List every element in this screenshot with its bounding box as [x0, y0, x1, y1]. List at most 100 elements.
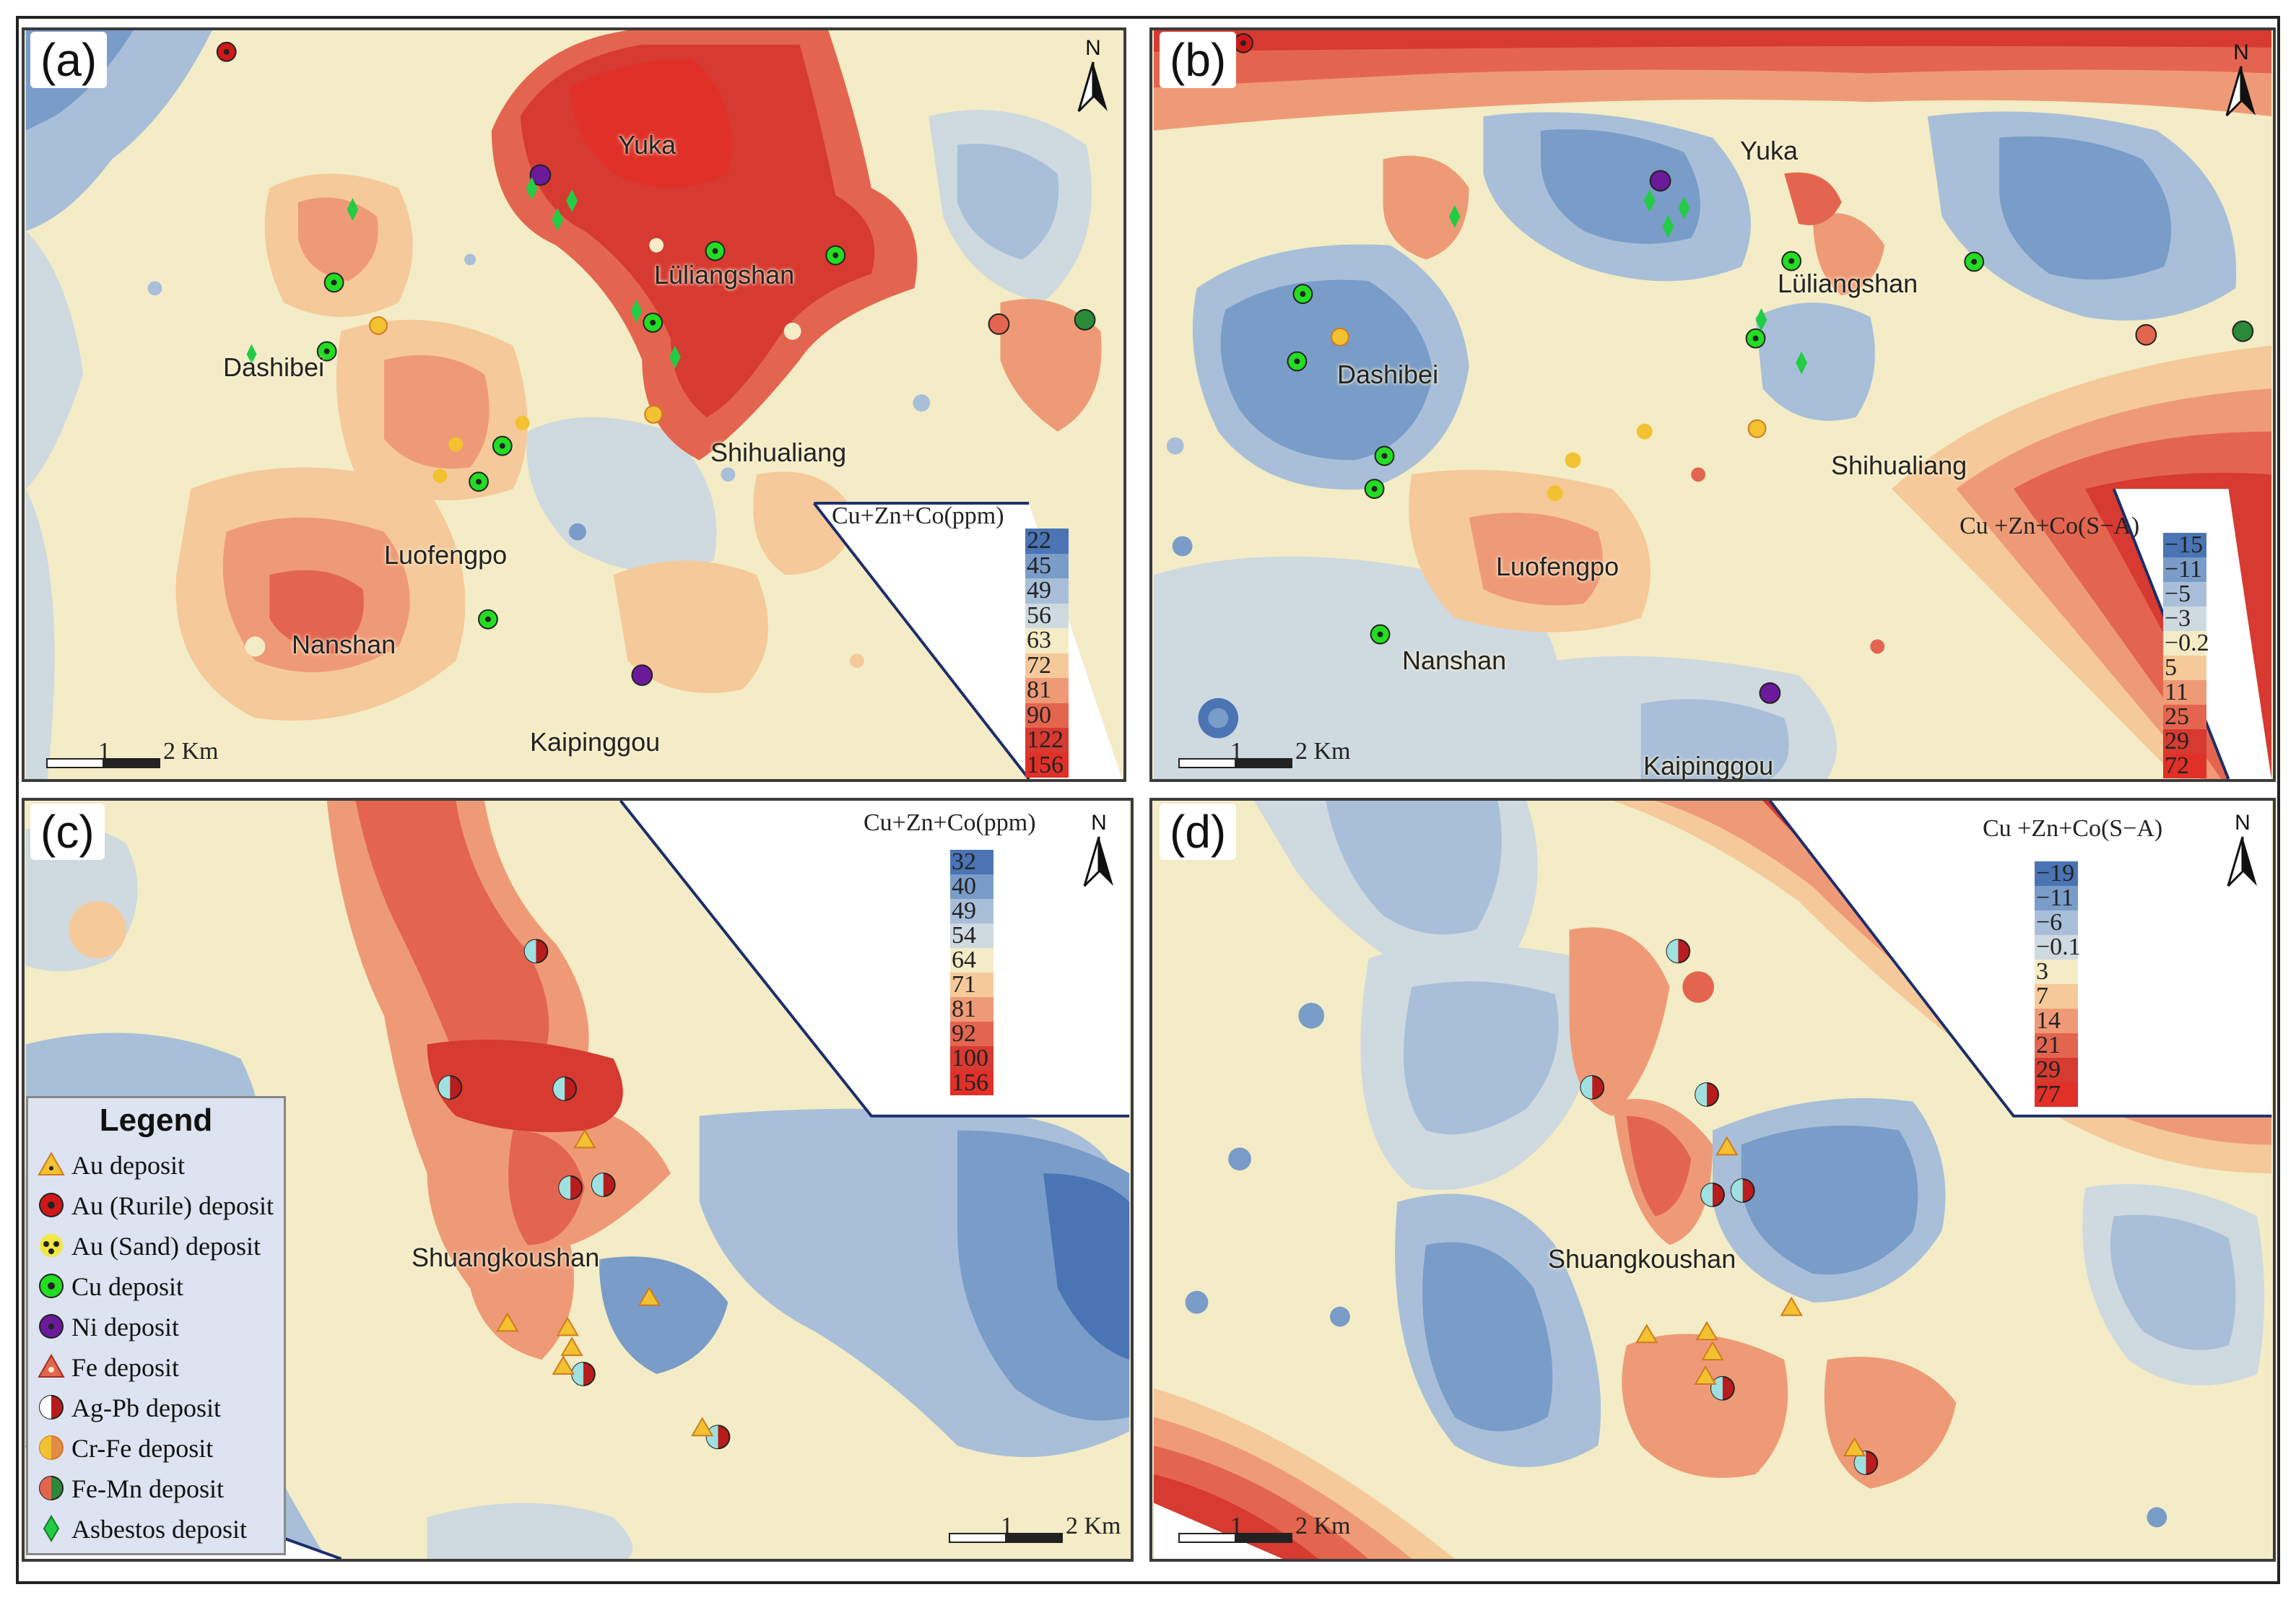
colorbar-swatch — [2163, 705, 2206, 729]
panel-d-colorbar-title: Cu +Zn+Co(S−A) — [1983, 815, 2163, 842]
north-arrow-icon — [1083, 836, 1113, 887]
panel-d-label: (d) — [1160, 804, 1237, 860]
panel-b-map: (b) Yuka Lüliangshan Dashibei Shihualian… — [1149, 27, 2276, 782]
place-shihualiang: Shihualiang — [1831, 451, 1967, 480]
place-shuangkoushan: Shuangkoushan — [1548, 1244, 1736, 1274]
place-nanshan: Nanshan — [292, 630, 396, 659]
panel-c-deposit-markers — [438, 939, 731, 1450]
colorbar-label: 7 — [2036, 983, 2048, 1009]
place-kaipinggou: Kaipinggou — [1643, 751, 1774, 781]
colorbar-swatch — [1025, 628, 1069, 653]
legend-label: Cu deposit — [71, 1272, 184, 1301]
legend-title: Legend — [99, 1103, 213, 1138]
colorbar-label: 100 — [952, 1045, 988, 1071]
colorbar-label: −0.2 — [2165, 630, 2209, 656]
scale-two: 2 Km — [163, 738, 219, 765]
colorbar-label: −11 — [2165, 556, 2202, 583]
colorbar-swatch — [2035, 1009, 2078, 1033]
legend-item-au-rutile: Au (Rurile) deposit — [37, 1186, 282, 1224]
colorbar-level: −0.2 — [2163, 631, 2221, 656]
legend-label: Asbestos deposit — [71, 1515, 247, 1544]
colorbar-label: 49 — [1027, 577, 1051, 604]
panel-a-deposit-markers — [216, 41, 1096, 686]
colorbar-level: 71 — [950, 973, 1008, 997]
colorbar-label: −0.1 — [2036, 934, 2081, 960]
colorbar-level: 56 — [1025, 603, 1083, 628]
colorbar-level: −11 — [2035, 886, 2092, 910]
colorbar-level: 45 — [1025, 553, 1083, 578]
colorbar-level: 49 — [950, 899, 1008, 923]
colorbar-label: 72 — [1027, 651, 1051, 679]
colorbar-swatch — [1025, 553, 1069, 578]
panel-a-map: (a) Yuka Lüliangshan Dashibei Shihualian… — [22, 27, 1126, 782]
place-luofengpo: Luofengpo — [1496, 552, 1619, 581]
colorbar-swatch — [950, 997, 993, 1022]
scale-two: 2 Km — [1066, 1513, 1121, 1539]
colorbar-label: 3 — [2036, 958, 2048, 985]
north-label: N — [1091, 811, 1107, 835]
colorbar-label: −19 — [2036, 860, 2075, 887]
panel-a-colorbar-title: Cu+Zn+Co(ppm) — [832, 503, 1004, 529]
colorbar-swatch — [2035, 1033, 2078, 1058]
colorbar-swatch — [1025, 529, 1069, 554]
au-deposit-icon — [38, 1151, 65, 1175]
colorbar-level: 81 — [1025, 677, 1083, 703]
colorbar-level: −19 — [2035, 861, 2092, 886]
colorbar-swatch — [2163, 606, 2206, 631]
legend-item-asbestos: Asbestos deposit — [37, 1510, 282, 1547]
place-kaipinggou: Kaipinggou — [530, 727, 661, 757]
colorbar-level: 156 — [950, 1071, 1008, 1095]
panel-c-concentration-surface — [25, 801, 1130, 1559]
colorbar-label: 11 — [2165, 679, 2188, 705]
panel-b-colorbar-title: Cu +Zn+Co(S−A) — [1960, 513, 2140, 539]
au-rutile-deposit-icon — [39, 1193, 64, 1217]
colorbar-level: 64 — [950, 948, 1008, 973]
colorbar-label: 25 — [2165, 703, 2189, 730]
colorbar-level: 100 — [950, 1046, 1008, 1071]
colorbar-level: 3 — [2035, 960, 2092, 984]
colorbar-swatch — [2163, 631, 2206, 656]
colorbar-swatch — [950, 973, 993, 997]
colorbar-level: 54 — [950, 923, 1008, 948]
colorbar-label: 29 — [2036, 1056, 2061, 1083]
panel-c-north-arrow: N — [1079, 811, 1119, 890]
legend-item-au: Au deposit — [37, 1146, 282, 1183]
panel-c-scale-bar: 1 2 Km — [949, 1513, 1131, 1549]
colorbar-swatch — [2163, 656, 2206, 680]
colorbar-level: 63 — [1025, 627, 1083, 653]
panel-c-colorbar-title: Cu+Zn+Co(ppm) — [864, 809, 1036, 836]
colorbar-swatch — [2035, 1058, 2078, 1082]
colorbar-label: 22 — [1027, 527, 1051, 554]
colorbar-swatch — [2163, 754, 2206, 778]
scale-one: 1 — [98, 738, 110, 765]
panel-d-map: (d) Shuangkoushan N Cu +Zn+Co(S−A) −19 −1… — [1149, 798, 2276, 1562]
north-label: N — [2233, 40, 2249, 64]
colorbar-swatch — [1025, 703, 1069, 728]
colorbar-label: 122 — [1027, 726, 1064, 753]
panel-c-label: (c) — [30, 804, 105, 860]
panel-d-north-arrow: N — [2222, 811, 2263, 890]
colorbar-level: 156 — [1025, 752, 1083, 778]
panel-c-colorbar: 32 40 49 54 64 71 81 92 100 156 — [950, 850, 1058, 1095]
north-arrow-icon — [2225, 66, 2256, 117]
colorbar-level: 7 — [2035, 984, 2092, 1009]
colorbar-label: −6 — [2036, 909, 2063, 936]
colorbar-swatch — [950, 948, 993, 973]
colorbar-level: 90 — [1025, 701, 1083, 729]
legend-item-fe: Fe deposit — [37, 1348, 282, 1386]
legend-item-fe-mn: Fe-Mn deposit — [37, 1469, 282, 1507]
legend-label: Cr-Fe deposit — [71, 1434, 214, 1463]
colorbar-level: 5 — [2163, 656, 2221, 680]
colorbar-level: −0.1 — [2035, 935, 2092, 960]
colorbar-level: 29 — [2035, 1058, 2092, 1082]
au-sand-deposit-icon — [40, 1234, 63, 1257]
colorbar-label: 5 — [2165, 654, 2177, 681]
panel-b-north-arrow: N — [2221, 40, 2261, 120]
colorbar-label: 90 — [1027, 701, 1051, 729]
panel-b-anomaly-surface — [1153, 30, 2272, 779]
colorbar-level: 21 — [2035, 1033, 2092, 1058]
colorbar-label: 32 — [952, 848, 976, 875]
colorbar-swatch — [950, 1046, 993, 1071]
colorbar-swatch — [1025, 752, 1069, 778]
fe-mn-deposit-icon — [39, 1476, 64, 1500]
